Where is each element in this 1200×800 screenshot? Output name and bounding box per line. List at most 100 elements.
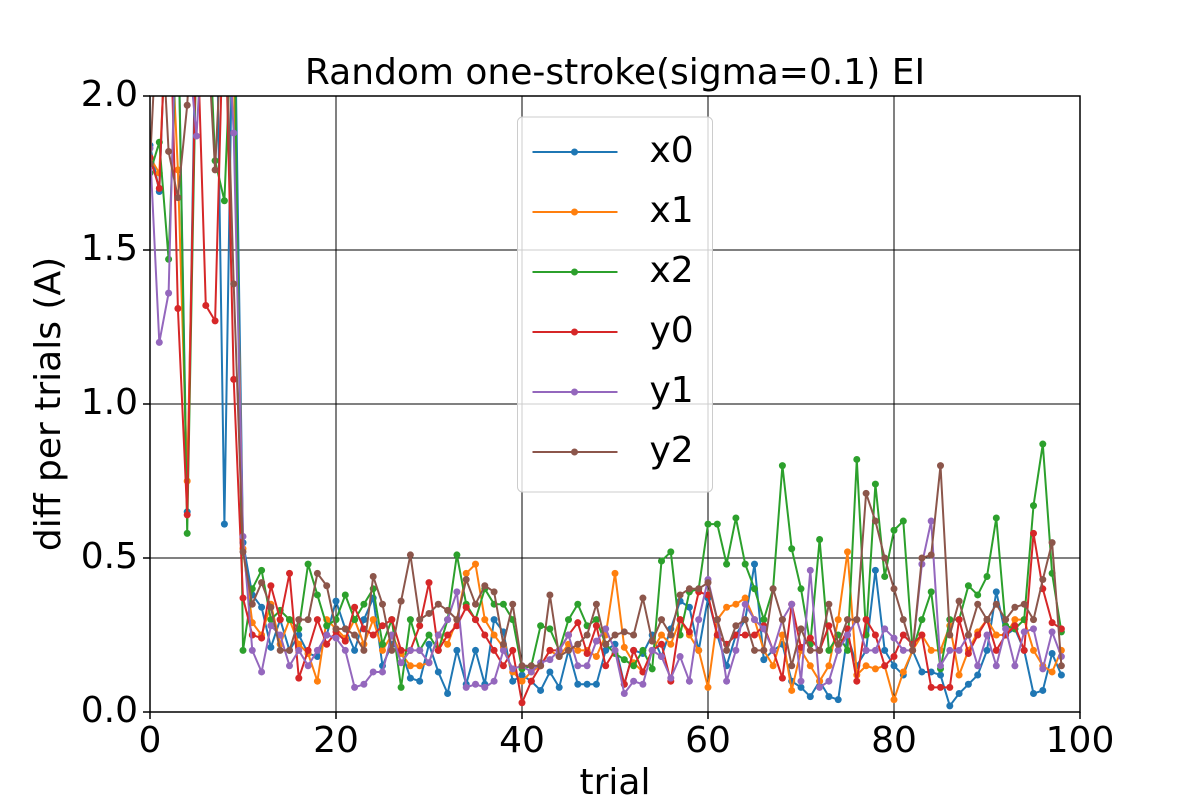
data-point [155, 184, 163, 192]
data-point [834, 640, 842, 648]
data-point [434, 631, 442, 639]
data-point [202, 301, 210, 309]
data-point [741, 600, 749, 608]
data-point [574, 680, 582, 688]
data-point [379, 622, 386, 630]
y-tick-label: 0.5 [81, 536, 138, 577]
data-point [499, 600, 507, 608]
data-point [313, 677, 321, 685]
data-point [1011, 603, 1019, 611]
data-point [248, 600, 256, 608]
data-point [286, 616, 293, 624]
data-point [444, 640, 452, 648]
data-point [165, 289, 173, 297]
data-point [816, 646, 824, 654]
data-point [276, 646, 284, 654]
data-point [592, 653, 600, 661]
data-point [276, 631, 284, 639]
data-point [620, 690, 628, 698]
y-tick-label: 1.0 [81, 382, 138, 423]
data-point [937, 683, 944, 691]
data-point [258, 603, 266, 611]
data-point [899, 631, 907, 639]
data-point [955, 646, 963, 654]
data-point [295, 646, 303, 654]
data-point [416, 662, 424, 670]
data-point [258, 668, 266, 676]
data-point [1048, 539, 1056, 547]
data-point [955, 671, 963, 679]
data-point [844, 548, 851, 556]
data-point [983, 572, 991, 580]
data-point [862, 646, 870, 654]
data-point [788, 545, 796, 553]
data-point [630, 631, 638, 639]
data-point [313, 591, 321, 599]
legend-box [517, 116, 713, 493]
data-point [220, 520, 228, 528]
data-point [1039, 576, 1047, 584]
data-point [862, 489, 870, 497]
data-point [416, 616, 424, 624]
data-point [313, 569, 321, 577]
data-point [397, 683, 405, 691]
data-point [1039, 686, 1047, 694]
data-point [258, 579, 266, 587]
data-point [592, 600, 600, 608]
data-point [992, 631, 1000, 639]
data-point [323, 640, 331, 648]
data-point [955, 597, 963, 605]
data-point [1002, 625, 1010, 633]
data-point [974, 591, 982, 599]
data-point [499, 646, 507, 654]
data-point [685, 585, 693, 593]
data-point [955, 616, 963, 624]
data-point [825, 662, 833, 670]
data-point [611, 631, 619, 639]
x-tick-label: 80 [871, 720, 917, 761]
data-point [946, 646, 954, 654]
data-point [844, 646, 851, 654]
data-point [472, 646, 479, 654]
y-tick-label: 0.0 [81, 690, 138, 731]
data-point [295, 640, 303, 648]
data-point [267, 582, 275, 590]
data-point [611, 569, 619, 577]
x-tick-label: 40 [499, 720, 545, 761]
data-point [676, 616, 684, 624]
data-point [537, 686, 545, 694]
data-point [676, 591, 684, 599]
data-point [499, 640, 507, 648]
data-point [258, 566, 266, 574]
y-axis-label: diff per trials (A) [28, 257, 69, 551]
data-point [751, 560, 758, 568]
data-point [555, 653, 563, 661]
y-tick-label: 2.0 [81, 74, 138, 115]
data-point [834, 646, 842, 654]
data-point [546, 656, 554, 664]
data-point [434, 600, 442, 608]
data-point [695, 585, 703, 593]
data-point [778, 462, 786, 470]
data-point [490, 631, 498, 639]
data-point [723, 646, 731, 654]
data-point [890, 634, 898, 642]
data-point [732, 646, 740, 654]
data-point [406, 616, 414, 624]
data-point [964, 680, 972, 688]
data-point [286, 569, 293, 577]
data-point [462, 683, 470, 691]
data-point [583, 662, 591, 670]
data-point [964, 631, 972, 639]
data-point [1011, 662, 1019, 670]
data-point [1039, 440, 1047, 448]
data-point [341, 646, 349, 654]
data-point [490, 646, 498, 654]
data-point [351, 646, 359, 654]
data-point [369, 631, 377, 639]
data-point [425, 659, 433, 667]
data-point [844, 631, 851, 639]
data-point [890, 662, 898, 670]
data-point [555, 683, 563, 691]
data-point [565, 631, 572, 639]
